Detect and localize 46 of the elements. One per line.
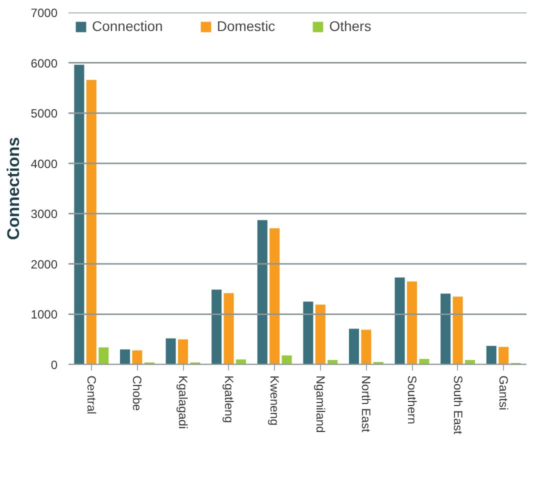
bar <box>270 228 280 364</box>
x-tick-label: Southern <box>405 376 419 424</box>
x-tick-label: Kweneng <box>268 376 282 426</box>
bar <box>98 347 109 364</box>
y-axis-title: Connections <box>4 137 23 240</box>
y-tick-label: 2000 <box>30 257 58 272</box>
bar <box>224 293 234 364</box>
bar <box>303 302 314 364</box>
bar <box>486 346 496 364</box>
y-tick-label: 5000 <box>30 106 58 121</box>
bar <box>212 290 222 364</box>
bar <box>120 349 130 364</box>
y-tick-label: 3000 <box>30 207 58 222</box>
bar <box>315 304 326 364</box>
x-tick-label: South East <box>450 376 465 435</box>
x-tick-label: Chobe <box>130 376 144 412</box>
bar <box>361 330 372 364</box>
y-tick-label: 4000 <box>30 156 58 171</box>
x-tick-label: North East <box>359 376 374 433</box>
x-tick-label: Kgatleng <box>222 376 236 423</box>
x-tick-label: Kgalagadi <box>176 376 190 429</box>
legend-label: Connection <box>92 18 163 34</box>
bar <box>166 338 176 364</box>
y-tick-label: 6000 <box>30 56 58 70</box>
bar <box>132 350 142 364</box>
bar <box>236 359 246 364</box>
y-tick-label: 0 <box>50 358 58 372</box>
bar <box>74 64 84 364</box>
bar <box>452 296 463 364</box>
bar <box>178 339 188 364</box>
x-tick-label: Central <box>84 376 98 414</box>
bar <box>394 278 405 364</box>
legend-label: Domestic <box>216 18 276 34</box>
x-tick-label: Ngamiland <box>313 376 328 433</box>
bar <box>348 328 359 364</box>
bar <box>440 294 451 364</box>
bar <box>498 346 509 364</box>
bar <box>257 220 268 364</box>
bar <box>282 355 292 364</box>
legend-label: Others <box>329 18 372 34</box>
y-tick-label: 1000 <box>30 308 58 322</box>
y-tick-label: 7000 <box>30 6 58 20</box>
bar <box>419 358 430 364</box>
x-tick-label: Gantsi <box>496 376 511 410</box>
bar <box>86 80 96 364</box>
bar <box>406 282 418 364</box>
